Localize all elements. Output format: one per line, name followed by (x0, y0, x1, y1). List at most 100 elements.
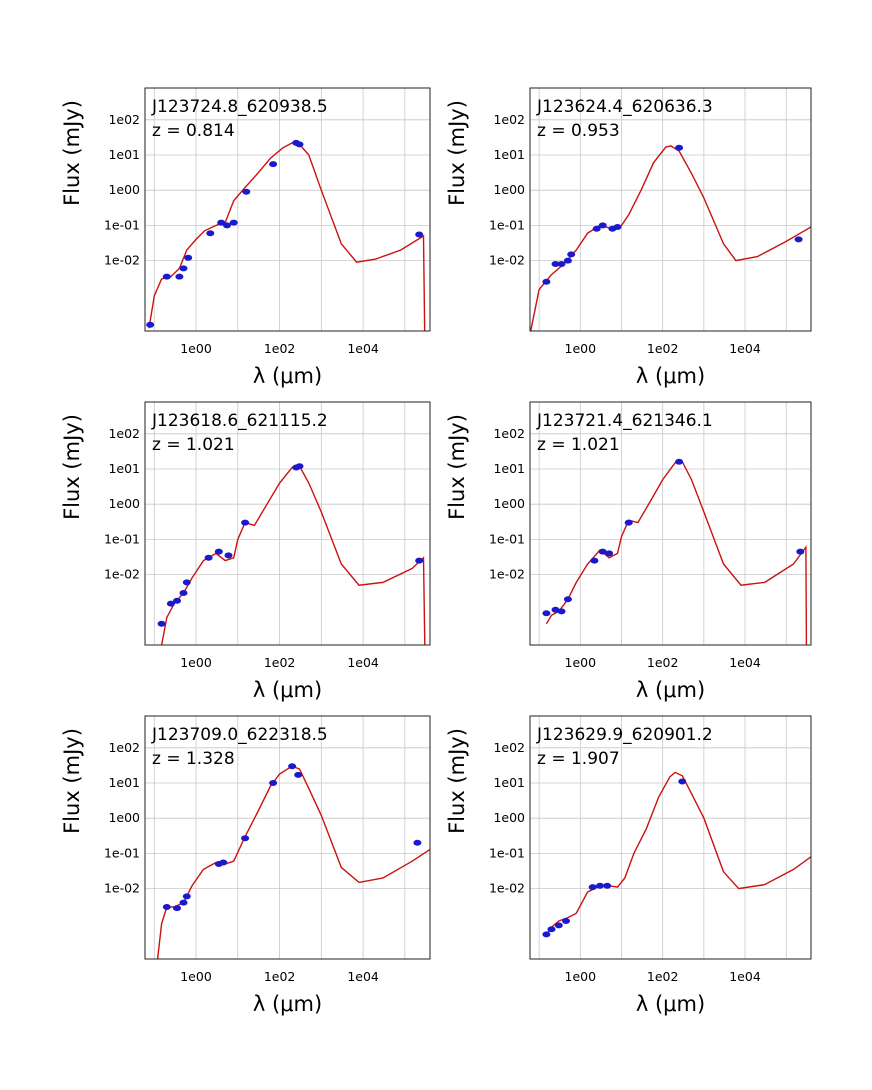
photometry-point (146, 321, 155, 328)
y-tick-label: 1e-01 (489, 531, 525, 546)
y-axis-label: Flux (mJy) (60, 100, 84, 206)
y-tick-label: 1e-01 (104, 217, 140, 232)
sed-panel-2: 1e00 1e02 1e04 1e02 1e01 1e00 1e-01 1e-02 J12362… (445, 87, 812, 388)
photometry-point (175, 273, 184, 280)
photometry-point (242, 188, 251, 195)
x-tick-label: 1e02 (264, 969, 296, 984)
redshift-label: z = 0.814 (152, 121, 235, 141)
object-name: J123721.4_621346.1 (536, 411, 713, 431)
y-tick-label: 1e01 (493, 461, 525, 476)
photometry-point (567, 251, 576, 258)
photometry-point (182, 893, 191, 900)
photometry-point (217, 219, 226, 226)
sed-model-line (156, 765, 430, 959)
y-tick-label: 1e02 (493, 426, 525, 441)
y-tick-label: 1e01 (108, 775, 140, 790)
y-tick-label: 1e02 (493, 112, 525, 127)
sed-model-line (530, 145, 811, 331)
photometry-point (173, 905, 181, 912)
photometry-point (605, 550, 614, 557)
photometry-point (166, 600, 175, 607)
photometry-point (592, 225, 601, 232)
sed-panel-5: 1e00 1e02 1e04 1e02 1e01 1e00 1e-01 1e-02 J12370… (60, 715, 431, 1016)
photometry-point (796, 548, 805, 555)
x-tick-label: 1e04 (347, 655, 379, 670)
photometry-point (294, 771, 303, 778)
sed-panel-3: 1e00 1e02 1e04 1e02 1e01 1e00 1e-01 1e-02 J12361… (60, 401, 431, 702)
photometry-point (563, 257, 572, 264)
grid (145, 716, 430, 959)
photometry-point (678, 778, 687, 785)
plot-frame (529, 715, 812, 960)
y-tick-label: 1e-02 (489, 881, 525, 896)
y-tick-label: 1e-01 (489, 217, 525, 232)
x-tick-label: 1e04 (347, 341, 379, 356)
x-tick-label: 1e00 (565, 341, 597, 356)
object-name: J123709.0_622318.5 (151, 725, 328, 745)
photometry-point (542, 610, 551, 617)
y-tick-label: 1e01 (108, 461, 140, 476)
sed-model-line (545, 461, 808, 645)
photometry-point (415, 231, 424, 238)
x-tick-label: 1e02 (264, 655, 296, 670)
photometry-point (413, 839, 422, 846)
y-tick-label: 1e00 (493, 182, 525, 197)
x-tick-label: 1e00 (180, 655, 212, 670)
sed-model-line (148, 142, 426, 331)
plot-frame (144, 715, 431, 960)
y-tick-label: 1e01 (493, 775, 525, 790)
x-tick-label: 1e04 (729, 341, 761, 356)
photometry-point (288, 763, 297, 770)
x-axis-label: λ (μm) (636, 992, 705, 1016)
photometry-point (675, 144, 684, 151)
x-tick-label: 1e02 (647, 969, 679, 984)
object-name: J123629.9_620901.2 (536, 725, 713, 745)
y-axis-label: Flux (mJy) (60, 728, 84, 834)
photometry-point (794, 236, 803, 243)
photometry-point (554, 922, 563, 929)
sed-model-line (545, 771, 811, 935)
object-name: J123618.6_621115.2 (151, 411, 328, 431)
photometry-point (415, 557, 424, 564)
y-tick-label: 1e02 (108, 740, 140, 755)
y-axis-label: Flux (mJy) (445, 728, 469, 834)
redshift-label: z = 1.328 (152, 749, 235, 769)
x-axis-label: λ (μm) (636, 364, 705, 388)
x-tick-label: 1e00 (180, 341, 212, 356)
object-name: J123624.4_620636.3 (536, 97, 713, 117)
photometry-point (542, 278, 551, 285)
photometry-point (157, 620, 166, 627)
photometry-point (179, 265, 188, 272)
photometry-point (224, 552, 233, 559)
x-axis-label: λ (μm) (636, 678, 705, 702)
photometry-point (173, 597, 181, 604)
y-tick-label: 1e-02 (489, 567, 525, 582)
y-tick-label: 1e-02 (104, 881, 140, 896)
photometry-point (179, 590, 188, 596)
plot-frame (529, 401, 812, 646)
photometry-point (598, 222, 607, 229)
photometry-point (179, 899, 188, 906)
x-axis-label: λ (μm) (253, 992, 322, 1016)
photometry-point (229, 219, 238, 226)
y-axis-label: Flux (mJy) (445, 100, 469, 206)
photometry-point (588, 884, 597, 891)
photometry-point (562, 918, 570, 924)
y-tick-label: 1e02 (108, 112, 140, 127)
x-axis-label: λ (μm) (253, 678, 322, 702)
photometry-point (551, 261, 560, 267)
photometry-point (162, 273, 171, 280)
sed-panel-1: 1e00 1e02 1e04 1e02 1e01 1e00 1e-01 1e-02 J12372… (60, 87, 431, 388)
y-axis-label: Flux (mJy) (445, 414, 469, 520)
y-tick-label: 1e02 (493, 740, 525, 755)
photometry-point (551, 606, 560, 613)
photometry-point (295, 463, 304, 470)
y-tick-label: 1e00 (108, 810, 140, 825)
sed-model-line (160, 465, 426, 645)
y-tick-label: 1e-01 (104, 845, 140, 860)
photometry-point (241, 835, 250, 842)
photometry-point (563, 596, 572, 603)
photometry-point (542, 931, 551, 938)
x-tick-label: 1e02 (264, 341, 296, 356)
x-tick-label: 1e04 (729, 969, 761, 984)
